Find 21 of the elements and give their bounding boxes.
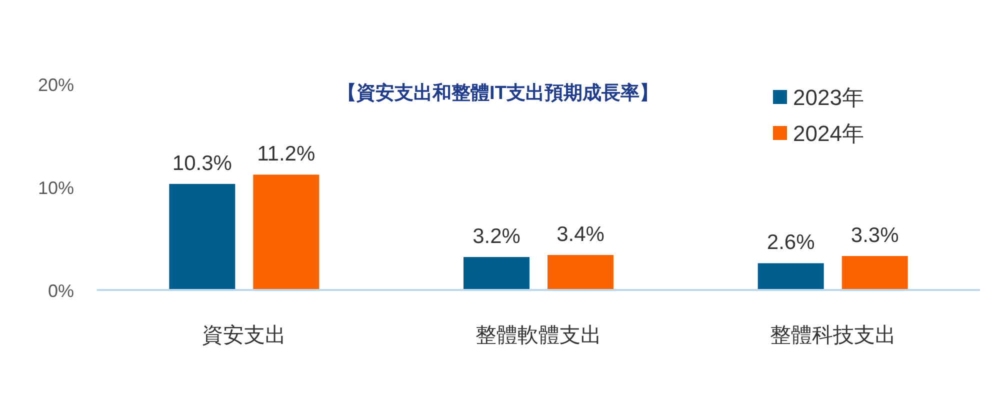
data-label: 11.2%: [257, 142, 316, 166]
x-tick-label: 整體軟體支出: [476, 324, 602, 347]
data-label: 3.3%: [850, 224, 899, 248]
data-label: 3.2%: [472, 225, 520, 248]
legend-label: 2024年: [793, 121, 864, 146]
x-tick-label: 整體科技支出: [770, 324, 896, 347]
data-label: 10.3%: [172, 152, 232, 175]
data-label: 2.6%: [766, 231, 815, 254]
chart-title: 【資安支出和整體IT支出預期成長率】: [338, 82, 658, 104]
bar: [758, 263, 824, 290]
bar: [169, 184, 236, 290]
y-tick-label: 20%: [38, 75, 74, 95]
legend-label: 2023年: [793, 85, 864, 110]
bar: [253, 174, 320, 290]
y-tick-label: 0%: [48, 281, 74, 301]
x-tick-label: 資安支出: [202, 324, 286, 347]
bar: [842, 256, 908, 290]
data-label: 3.4%: [556, 222, 604, 246]
bar: [548, 254, 614, 290]
bar: [464, 257, 530, 290]
y-tick-label: 10%: [38, 178, 74, 198]
